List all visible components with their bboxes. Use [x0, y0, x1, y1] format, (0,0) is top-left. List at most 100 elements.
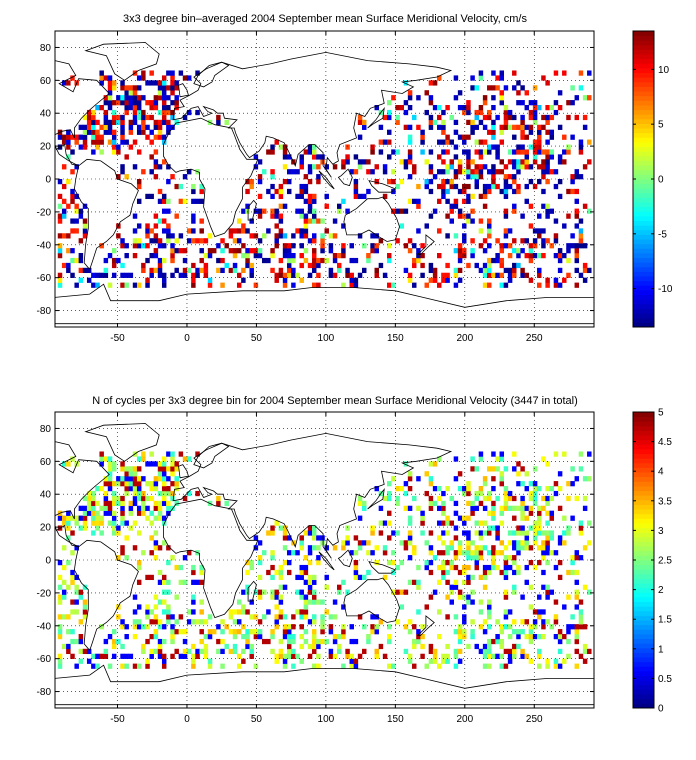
bin-cell — [341, 540, 346, 546]
bin-cell — [424, 223, 429, 229]
bin-cell — [178, 248, 184, 254]
bin-cell — [66, 267, 71, 274]
colorbar-segment — [633, 123, 654, 129]
bin-cell — [274, 208, 279, 214]
bin-cell — [124, 85, 129, 91]
bin-cell — [474, 643, 479, 650]
bin-cell — [341, 159, 346, 165]
bin-cell — [74, 599, 79, 605]
bin-cell — [161, 198, 167, 204]
bin-cell — [503, 183, 509, 190]
bin-cell — [537, 648, 542, 655]
bin-cell — [503, 594, 509, 600]
bin-cell — [403, 124, 409, 130]
bin-cell — [457, 624, 463, 630]
bin-cell — [391, 569, 396, 576]
bin-cell — [341, 579, 346, 585]
bin-cell — [512, 134, 517, 140]
bin-cell — [524, 505, 530, 511]
bin-cell — [570, 481, 575, 487]
bin-cell — [99, 124, 104, 130]
bin-cell — [478, 456, 484, 462]
bin-cell — [345, 144, 350, 150]
bin-cell — [157, 638, 163, 645]
bin-cell — [86, 490, 92, 497]
bin-cell — [170, 451, 175, 457]
bin-cell — [266, 257, 271, 264]
bin-cell — [487, 169, 492, 175]
bin-cell — [107, 471, 113, 477]
bin-cell — [545, 663, 550, 669]
bin-cell — [474, 505, 479, 511]
colorbar-segment — [633, 541, 654, 547]
bin-cell — [57, 560, 63, 566]
bin-cell — [299, 183, 304, 190]
bin-cell — [236, 653, 242, 659]
bin-cell — [120, 481, 125, 487]
bin-cell — [91, 282, 96, 288]
bin-cell — [512, 643, 517, 650]
bin-cell — [241, 243, 246, 249]
bin-cell — [82, 599, 88, 605]
bin-cell — [532, 154, 538, 160]
bin-cell — [245, 248, 250, 254]
bin-cell — [145, 257, 150, 264]
colorbar-segment — [633, 652, 654, 658]
bin-cell — [161, 282, 167, 288]
bin-cell — [99, 451, 104, 457]
bin-cell — [557, 179, 563, 185]
bin-cell — [582, 658, 588, 664]
bin-cell — [395, 119, 400, 126]
bin-cell — [236, 609, 242, 615]
bin-cell — [274, 569, 279, 576]
coastline — [343, 577, 400, 623]
bin-cell — [403, 159, 409, 165]
bin-cell — [437, 634, 442, 640]
bin-cell — [541, 124, 546, 130]
bin-cell — [374, 243, 379, 249]
bin-cell — [132, 164, 138, 170]
bin-cell — [161, 85, 167, 91]
bin-cell — [495, 149, 500, 155]
bin-cell — [157, 648, 163, 655]
bin-cell — [341, 243, 346, 249]
bin-cell — [203, 272, 209, 278]
bin-cell — [520, 495, 525, 502]
bin-cell — [278, 233, 284, 239]
bin-cell — [487, 510, 492, 516]
bin-cell — [387, 139, 392, 145]
bin-cell — [174, 476, 179, 482]
bin-cell — [95, 129, 100, 135]
bin-cell — [341, 624, 346, 630]
bin-cell — [132, 486, 138, 492]
bin-cell — [503, 228, 509, 234]
bin-cell — [474, 490, 479, 497]
bin-cell — [182, 648, 188, 655]
bin-cell — [516, 643, 521, 650]
bin-cell — [432, 119, 438, 126]
bin-cell — [441, 540, 446, 546]
bin-cell — [503, 85, 509, 91]
bin-cell — [553, 658, 559, 664]
colorbar-segment — [633, 211, 654, 217]
bin-cell — [161, 228, 167, 234]
bin-cell — [174, 248, 179, 254]
bin-cell — [299, 188, 304, 195]
bin-cell — [316, 535, 321, 541]
y-tick-label: 40 — [40, 109, 52, 120]
bin-cell — [503, 282, 509, 288]
bin-cell — [482, 569, 488, 576]
bin-cell — [349, 243, 354, 249]
bin-cell — [103, 75, 109, 81]
bin-cell — [186, 169, 192, 175]
bin-cell — [157, 471, 163, 477]
bin-cell — [257, 555, 263, 561]
bin-cell — [424, 540, 429, 546]
bin-cell — [132, 139, 138, 145]
bin-cell — [128, 653, 134, 659]
colorbar-segment — [633, 430, 654, 436]
bin-cell — [395, 530, 400, 536]
bin-cell — [537, 545, 542, 551]
bin-cell — [341, 545, 346, 551]
bin-cell — [362, 193, 367, 200]
